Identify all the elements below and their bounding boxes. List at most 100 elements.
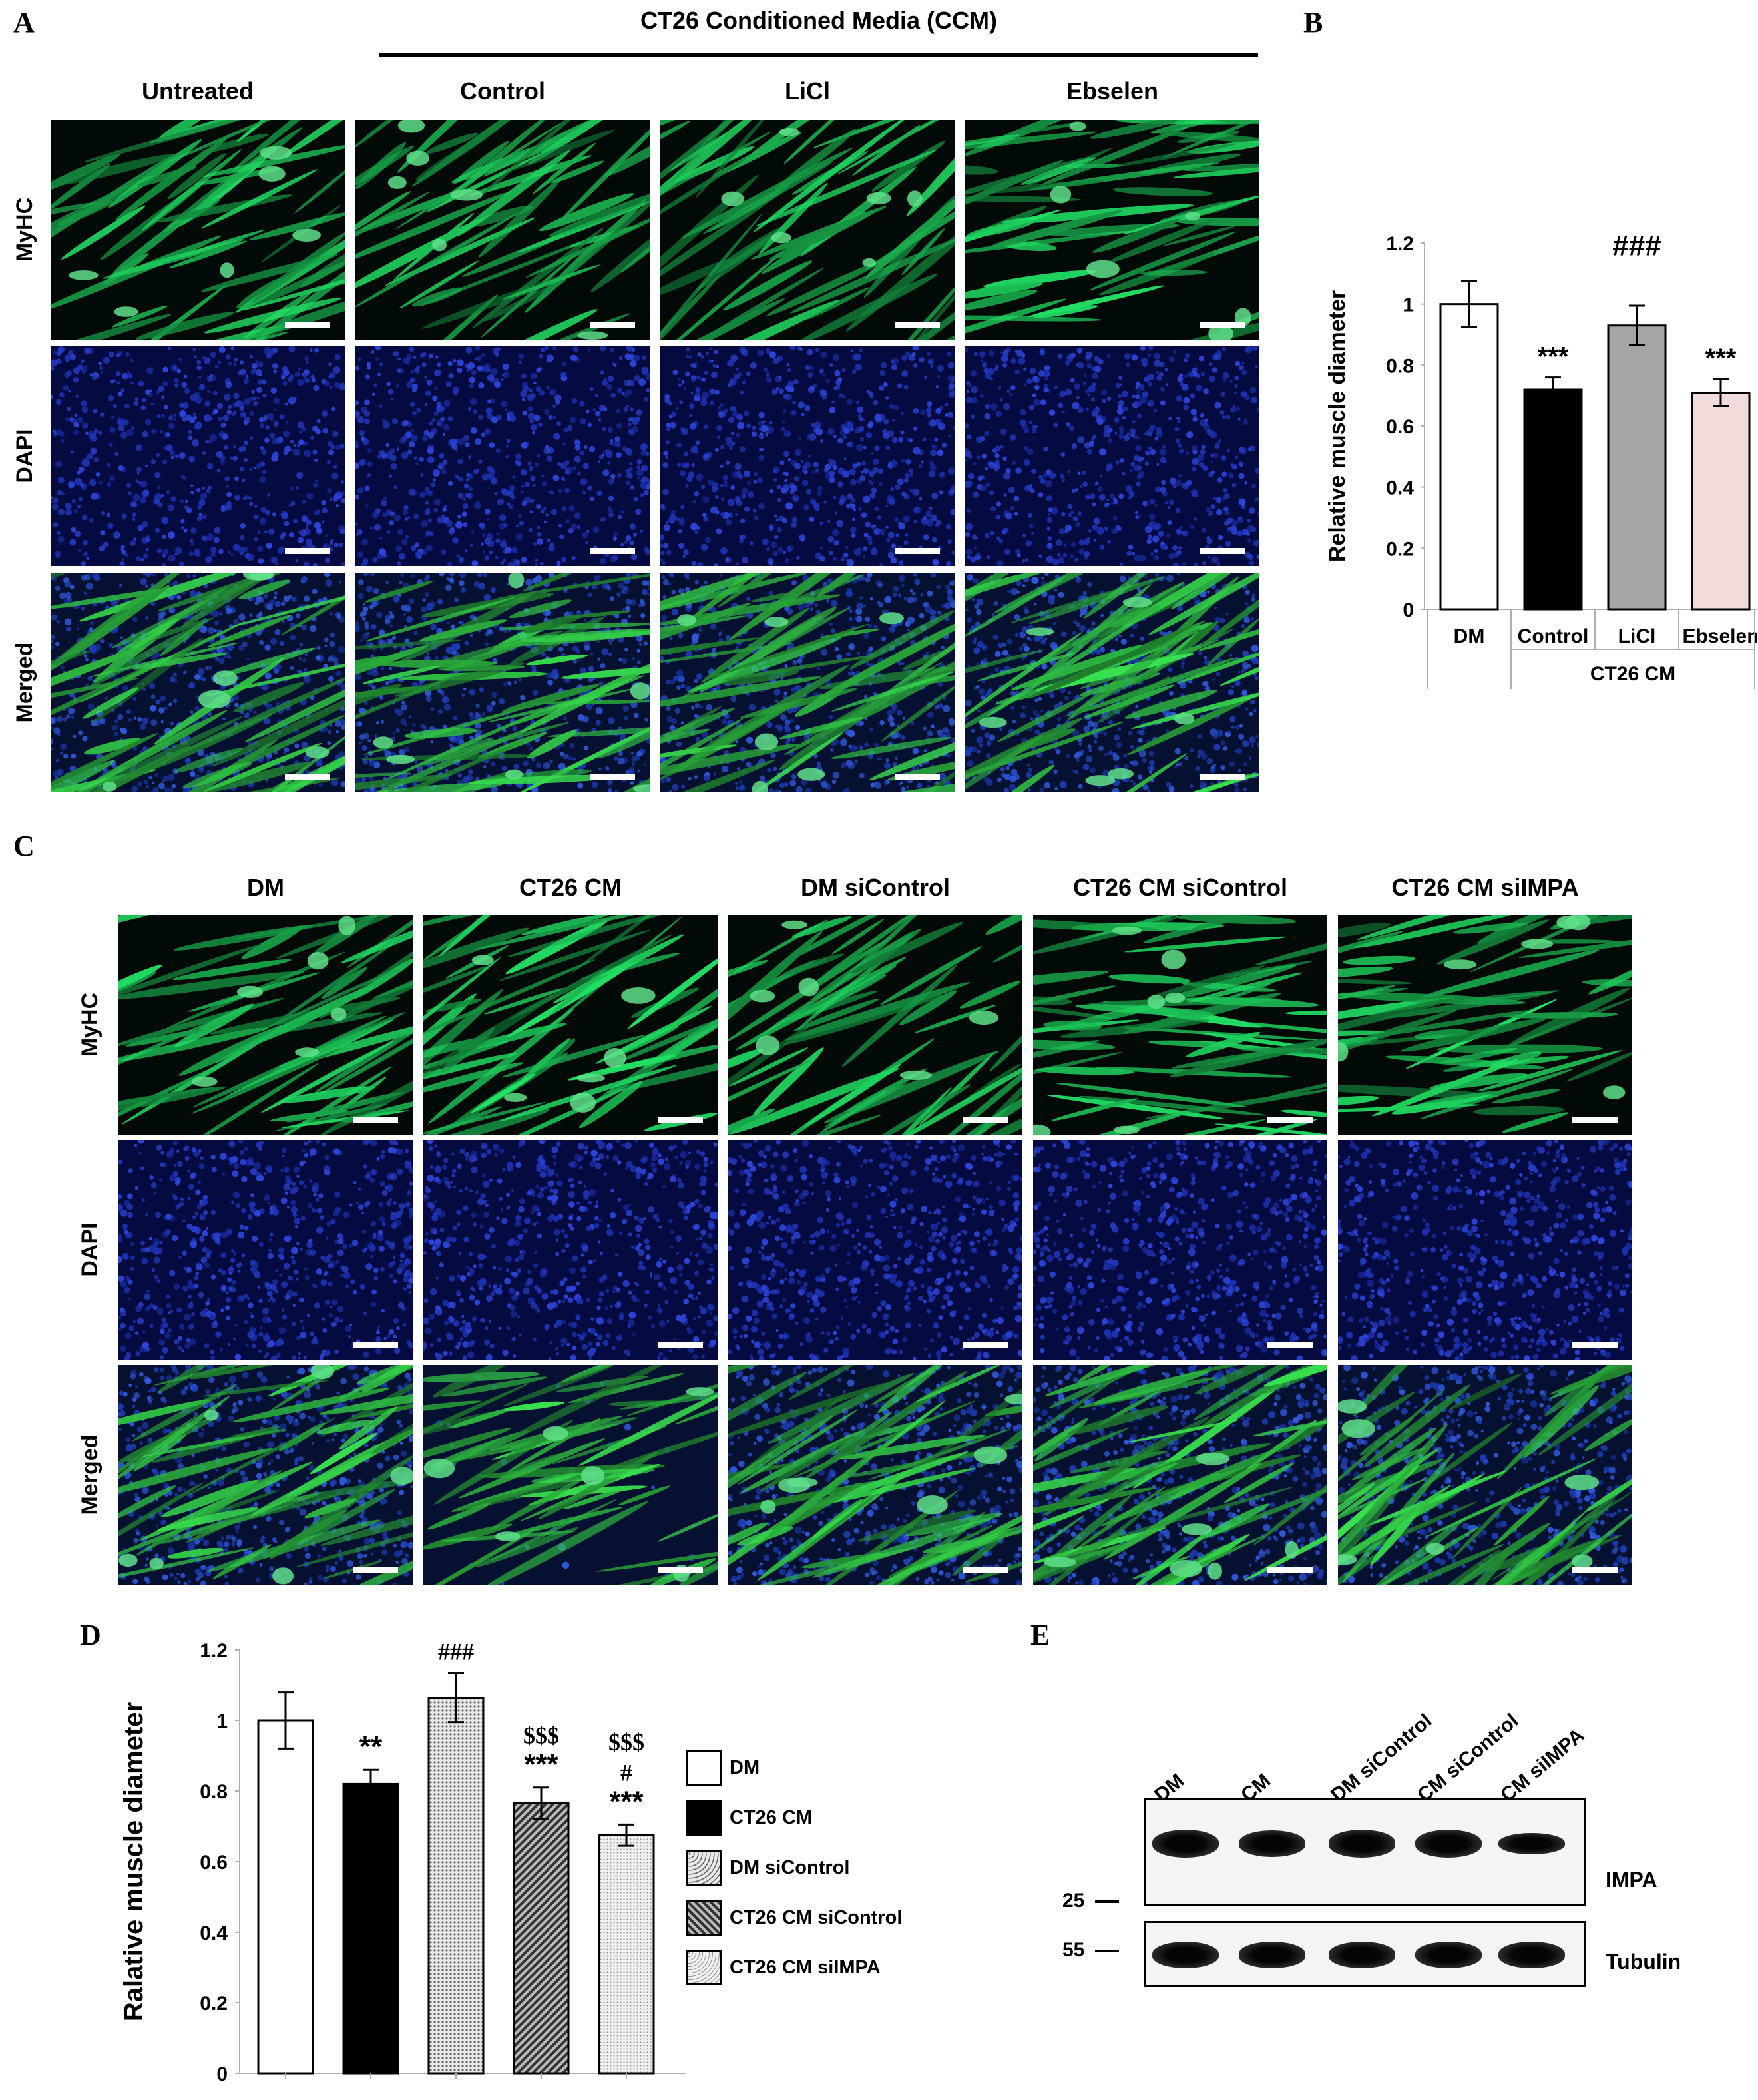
chartB-ytick-label: 0	[1403, 599, 1414, 621]
panelC-col-label: DM	[247, 874, 284, 901]
chartB-group-label: CT26 CM	[1590, 663, 1675, 685]
panelC-col-label: CT26 CM	[519, 874, 622, 901]
blot-band	[1415, 1830, 1482, 1858]
panelA-row-label: Merged	[12, 642, 37, 723]
blot-band	[1239, 1830, 1305, 1858]
panelA-micrograph-image	[51, 346, 345, 566]
panelA-micrograph-image	[965, 346, 1259, 566]
chartD-legend-swatch	[686, 1850, 722, 1886]
scale-bar	[895, 548, 940, 554]
scale-bar	[1200, 774, 1245, 780]
chartD-legend-label: CT26 CM siControl	[730, 1906, 903, 1928]
scale-bar	[1267, 1567, 1313, 1573]
chartB-category-label: DM	[1454, 625, 1485, 647]
chart-d: 0 0.2 0.4 0.6 0.8 1 1.2 Ralative muscle diamete…	[119, 1638, 686, 2085]
panelC-micrograph	[1338, 915, 1632, 1135]
chartB-bar	[1523, 388, 1583, 611]
panelC-micrograph	[1338, 1365, 1632, 1585]
panelC-micrograph	[423, 1140, 718, 1360]
panelA-micrograph	[965, 573, 1259, 792]
panelC-col-label: CT26 CM siIMPA	[1391, 874, 1579, 901]
scale-bar	[285, 322, 330, 328]
chartD-ytick-label: 1.2	[200, 1640, 228, 1662]
scale-bar	[353, 1567, 398, 1573]
blot-mw-marker: 55	[1062, 1939, 1120, 1962]
panelC-micrograph	[423, 1365, 718, 1585]
chartB-ytick-label: 0.8	[1386, 355, 1414, 377]
chartD-legend-swatch	[686, 1950, 722, 1985]
scale-bar	[353, 1117, 398, 1123]
chartB-ytick-label: 0.6	[1386, 416, 1414, 438]
panelC-micrograph	[728, 1140, 1022, 1360]
chartD-legend-item: DM siControl	[686, 1850, 849, 1886]
chartD-ytick-label: 1	[216, 1710, 228, 1732]
scale-bar	[353, 1342, 398, 1348]
chartD-bar	[342, 1782, 399, 2075]
panelA-micrograph	[355, 120, 650, 340]
chartD-legend-item: DM	[686, 1750, 760, 1786]
chartD-annotation: ***	[524, 1748, 558, 1781]
panelA-micrograph-image	[660, 573, 955, 792]
blot-band	[1415, 1942, 1482, 1968]
panelA-col-label: Ebselen	[1066, 77, 1159, 105]
chartD-legend-label: CT26 CM	[730, 1806, 813, 1828]
panelA-micrograph	[51, 120, 345, 340]
scale-bar	[963, 1342, 1008, 1348]
panelC-micrograph	[1338, 1140, 1632, 1360]
panelA-col-label: Control	[460, 77, 545, 105]
blot-band-label: IMPA	[1606, 1868, 1657, 1892]
chartD-ytick-label: 0.4	[200, 1922, 228, 1944]
chart-b: 0 0.2 0.4 0.6 0.8 1 1.2 Relative muscle diamete…	[1325, 229, 1757, 689]
panelC-micrograph-image	[728, 915, 1022, 1135]
scale-bar	[658, 1117, 703, 1123]
blot-band-label: Tubulin	[1606, 1950, 1681, 1973]
chartD-legend-swatch	[686, 1750, 722, 1786]
chartD-legend-item: CT26 CM siControl	[686, 1900, 902, 1936]
panelC-micrograph-image	[423, 1140, 718, 1360]
panelA-micrograph-image	[355, 573, 650, 792]
panelC-micrograph-image	[728, 1365, 1022, 1585]
chartB-annotation: ###	[1612, 229, 1661, 262]
chartD-annotation: ###	[438, 1638, 474, 1665]
panelA-micrograph	[965, 346, 1259, 566]
blot-band	[1152, 1942, 1219, 1968]
blot-mw-tick	[1095, 1950, 1120, 1953]
scale-bar	[1200, 548, 1245, 554]
blot-membrane-impa	[1144, 1798, 1586, 1906]
chartD-legend-label: DM siControl	[730, 1856, 850, 1878]
chartB-category-label: LiCl	[1618, 625, 1656, 647]
panelC-micrograph-image	[118, 915, 413, 1135]
chartD-legend-swatch	[686, 1800, 722, 1836]
panelA-row-label: DAPI	[12, 429, 37, 483]
scale-bar	[658, 1342, 703, 1348]
panelA-micrograph-image	[660, 346, 955, 566]
panelC-micrograph-image	[423, 1365, 718, 1585]
scale-bar	[1572, 1342, 1618, 1348]
panelC-micrograph	[1033, 1140, 1327, 1360]
panelA-micrograph	[660, 120, 955, 340]
chartD-bar	[427, 1697, 485, 2075]
panelC-micrograph	[118, 915, 413, 1135]
scale-bar	[1267, 1342, 1313, 1348]
chartB-category-label: Ebselen	[1682, 625, 1757, 647]
chartD-ytick-label: 0.6	[200, 1852, 228, 1874]
panelA-micrograph	[355, 573, 650, 792]
panelA-micrograph-image	[355, 120, 650, 340]
panel-letter-d: D	[80, 1619, 101, 1651]
chartB-annotation: ***	[1705, 344, 1737, 373]
chartD-ylabel: Ralative muscle diameter	[119, 1702, 148, 2021]
blot-mw-marker: 25	[1062, 1890, 1120, 1912]
chartB-ytick-label: 0.4	[1386, 477, 1414, 499]
panelC-micrograph	[118, 1140, 413, 1360]
panelA-micrograph	[965, 120, 1259, 340]
chartD-ytick-label: 0.8	[200, 1781, 228, 1803]
chartD-annotation: #	[620, 1759, 632, 1786]
panelA-micrograph-image	[51, 573, 345, 792]
panelC-row-label: MyHC	[77, 992, 103, 1057]
panel-letter-c: C	[13, 830, 35, 862]
blot-mw-label: 55	[1062, 1939, 1085, 1961]
chartD-legend-item: CT26 CM	[686, 1800, 812, 1836]
chartB-ytick-label: 0.2	[1386, 538, 1414, 560]
panelC-micrograph	[728, 915, 1022, 1135]
panel-letter-b: B	[1303, 6, 1323, 39]
